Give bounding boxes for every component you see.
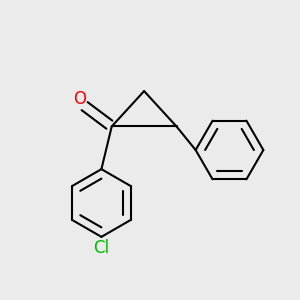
Text: O: O (74, 90, 86, 108)
Text: Cl: Cl (93, 239, 110, 257)
